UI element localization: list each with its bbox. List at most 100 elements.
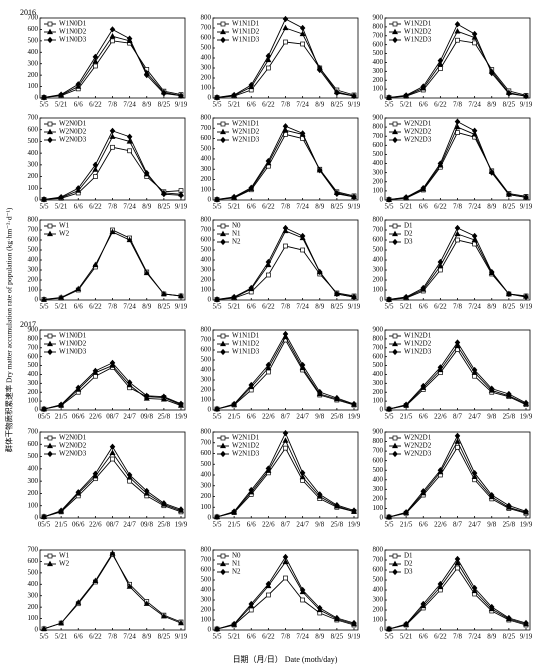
data-point [109,133,116,139]
y-tick-label: 600 [373,141,384,149]
data-point [316,388,323,396]
legend-marker [47,348,53,356]
data-point [126,138,133,144]
legend-marker [220,28,226,35]
y-tick-label: 600 [28,25,39,33]
x-tick-label: 7/24 [123,633,136,641]
x-tick-label: 05/5 [38,521,51,529]
x-tick-label: 6/22 [262,303,275,311]
data-point [265,361,272,369]
data-point [178,192,184,199]
data-point [282,126,289,133]
x-tick-label: 9/8 [487,521,496,529]
x-tick-label: 7/8 [453,203,462,211]
legend-marker [220,348,226,356]
data-point [266,369,271,375]
data-point [178,92,184,99]
y-tick-label: 700 [28,546,39,554]
y-tick-label: 0 [35,514,39,522]
data-point [351,92,357,100]
legend-label: W2N2D3 [404,450,432,458]
data-point [109,449,116,456]
x-tick-label: 7/8 [108,303,117,311]
data-point [386,405,392,413]
x-tick-label: 7/8 [281,101,290,109]
x-tick-label: 7/24 [468,633,481,641]
data-point [160,612,167,619]
data-point [471,469,478,477]
series-line [388,348,527,410]
y-tick-label: 800 [28,216,39,224]
x-tick-label: 9/8 [315,413,324,421]
data-point [334,190,340,197]
y-tick-label: 400 [373,370,384,378]
y-tick-label: 700 [28,226,39,234]
y-tick-label: 100 [373,504,384,512]
x-tick-label: 8/25 [158,633,171,641]
y-tick-label: 400 [28,256,39,264]
legend-label: N2 [232,568,241,576]
data-point [488,603,495,611]
data-point [41,513,47,520]
data-point [334,290,340,298]
x-tick-label: 6/22 [89,303,102,311]
x-tick-label: 9/8 [487,413,496,421]
x-tick-label: 19/9 [348,413,361,421]
x-tick-label: 5/5 [213,101,222,109]
legend-marker [392,223,398,229]
x-tick-label: 19/9 [520,413,533,421]
legend-marker [392,230,398,237]
legend-marker [47,28,53,35]
legend-marker [47,230,53,237]
x-tick-label: 8/25 [331,101,344,109]
data-point [231,400,237,408]
x-tick-label: 6/6 [419,413,428,421]
x-tick-label: 8/9 [487,633,496,641]
y-tick-label: 300 [201,165,212,173]
data-point [282,123,289,130]
legend-marker [392,568,398,576]
data-point [93,373,98,379]
data-point [437,467,444,474]
data-point [282,437,289,443]
y-tick-label: 500 [28,137,39,145]
data-point [92,261,99,268]
data-point [437,60,444,67]
x-tick-label: 7/24 [123,203,136,211]
x-tick-label: 5/5 [385,101,394,109]
data-point [93,174,98,179]
x-tick-label: 7/8 [108,101,117,109]
data-point [437,160,444,167]
data-point [454,438,461,444]
y-tick-label: 700 [201,336,212,344]
x-tick-label: 06/6 [72,413,85,421]
data-point [523,399,529,407]
y-tick-label: 100 [373,85,384,93]
y-tick-label: 500 [28,246,39,254]
series-line [43,231,182,300]
legend-marker [47,128,53,135]
data-point [403,194,409,201]
y-tick-label: 100 [201,396,212,404]
x-tick-label: 8/25 [331,203,344,211]
legend-label: W1N2D1 [404,20,432,28]
y-tick-label: 400 [201,471,212,479]
x-tick-label: 7/8 [281,203,290,211]
x-tick-label: 6/6 [74,633,83,641]
data-point [58,193,64,201]
x-tick-label: 19/9 [175,413,188,421]
legend-label: N0 [232,222,241,230]
data-point [351,400,357,408]
data-point [127,478,132,484]
x-tick-label: 22/6 [89,521,102,529]
legend-label: W1N1D2 [232,28,260,36]
legend-marker [220,340,226,347]
data-point [282,224,289,232]
legend-label: W2N1D3 [232,450,260,458]
data-point [58,91,64,98]
data-point [455,237,460,243]
data-point [454,432,461,439]
data-point [403,401,409,408]
y-tick-label: 0 [380,94,384,102]
x-tick-label: 6/22 [89,203,102,211]
